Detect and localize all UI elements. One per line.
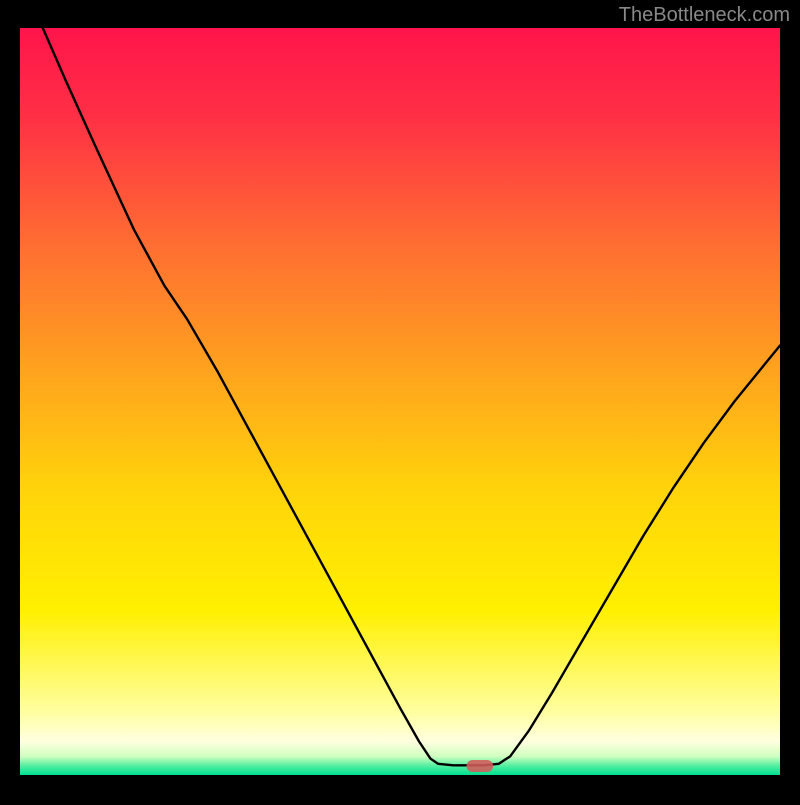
plot-background	[20, 28, 780, 775]
bottleneck-curve-chart	[0, 0, 800, 800]
chart-container	[0, 0, 800, 805]
minimum-marker	[467, 760, 494, 772]
watermark-label: TheBottleneck.com	[619, 4, 790, 27]
